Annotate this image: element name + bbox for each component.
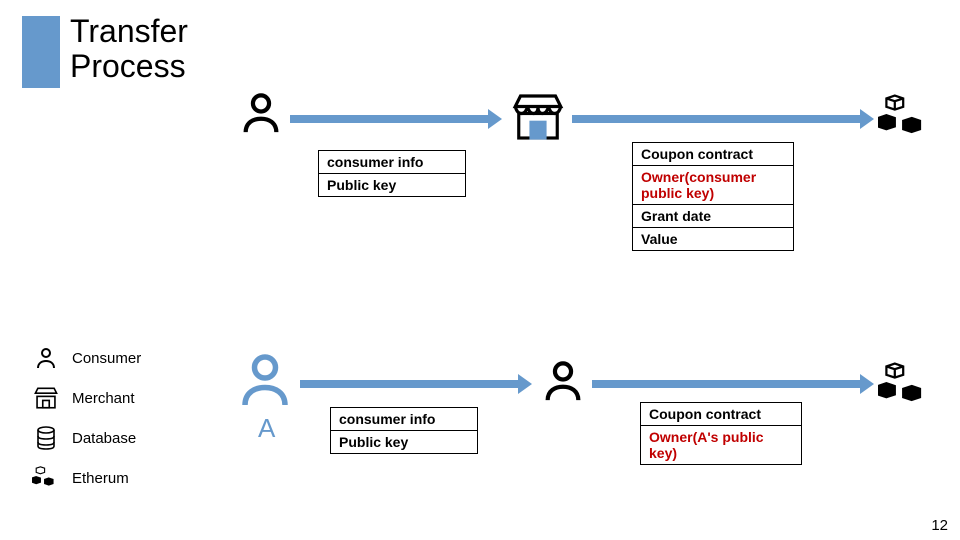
legend-etherum-label: Etherum xyxy=(72,470,129,487)
consumer-icon-bottom xyxy=(540,358,586,404)
legend-database-label: Database xyxy=(72,430,136,447)
consumer-info-row-b: Public key xyxy=(331,430,477,453)
merchant-icon-small xyxy=(28,386,64,410)
legend-etherum: Etherum xyxy=(28,458,141,498)
consumer-info-box-top: consumer info Public key xyxy=(318,150,466,197)
consumer-icon xyxy=(238,90,284,136)
arrow-shop-to-chain xyxy=(572,115,862,123)
legend-consumer: Consumer xyxy=(28,338,141,378)
legend-consumer-label: Consumer xyxy=(72,350,141,367)
contract-header-b: Coupon contract xyxy=(641,403,801,425)
etherum-icon xyxy=(878,90,934,146)
title-line2: Process xyxy=(70,48,186,84)
legend-merchant-label: Merchant xyxy=(72,390,135,407)
page-title: Transfer Process xyxy=(70,14,188,84)
coupon-contract-box-bottom: Coupon contract Owner(A's public key) xyxy=(640,402,802,465)
contract-owner-b: Owner(A's public key) xyxy=(641,425,801,464)
contract-header: Coupon contract xyxy=(633,143,793,165)
arrow-consumer-to-chain-bottom xyxy=(592,380,862,388)
legend-merchant: Merchant xyxy=(28,378,141,418)
arrow-consumer-to-shop xyxy=(290,115,490,123)
page-number: 12 xyxy=(931,517,948,534)
consumer-info-box-bottom: consumer info Public key xyxy=(330,407,478,454)
consumer-a-icon xyxy=(235,350,295,410)
contract-value: Value xyxy=(633,227,793,250)
arrow-a-to-consumer xyxy=(300,380,520,388)
etherum-icon-bottom xyxy=(878,358,934,414)
consumer-info-header-b: consumer info xyxy=(331,408,477,430)
accent-bar xyxy=(22,16,60,88)
database-icon xyxy=(28,426,64,450)
coupon-contract-box-top: Coupon contract Owner(consumer public ke… xyxy=(632,142,794,251)
contract-owner: Owner(consumer public key) xyxy=(633,165,793,204)
title-line1: Transfer xyxy=(70,13,188,49)
consumer-info-header: consumer info xyxy=(319,151,465,173)
consumer-icon-small xyxy=(28,346,64,370)
legend: Consumer Merchant Database Etherum xyxy=(28,338,141,498)
consumer-info-row: Public key xyxy=(319,173,465,196)
label-a: A xyxy=(258,413,275,444)
contract-grant: Grant date xyxy=(633,204,793,227)
etherum-icon-small xyxy=(28,464,64,492)
legend-database: Database xyxy=(28,418,141,458)
merchant-icon xyxy=(510,92,566,142)
